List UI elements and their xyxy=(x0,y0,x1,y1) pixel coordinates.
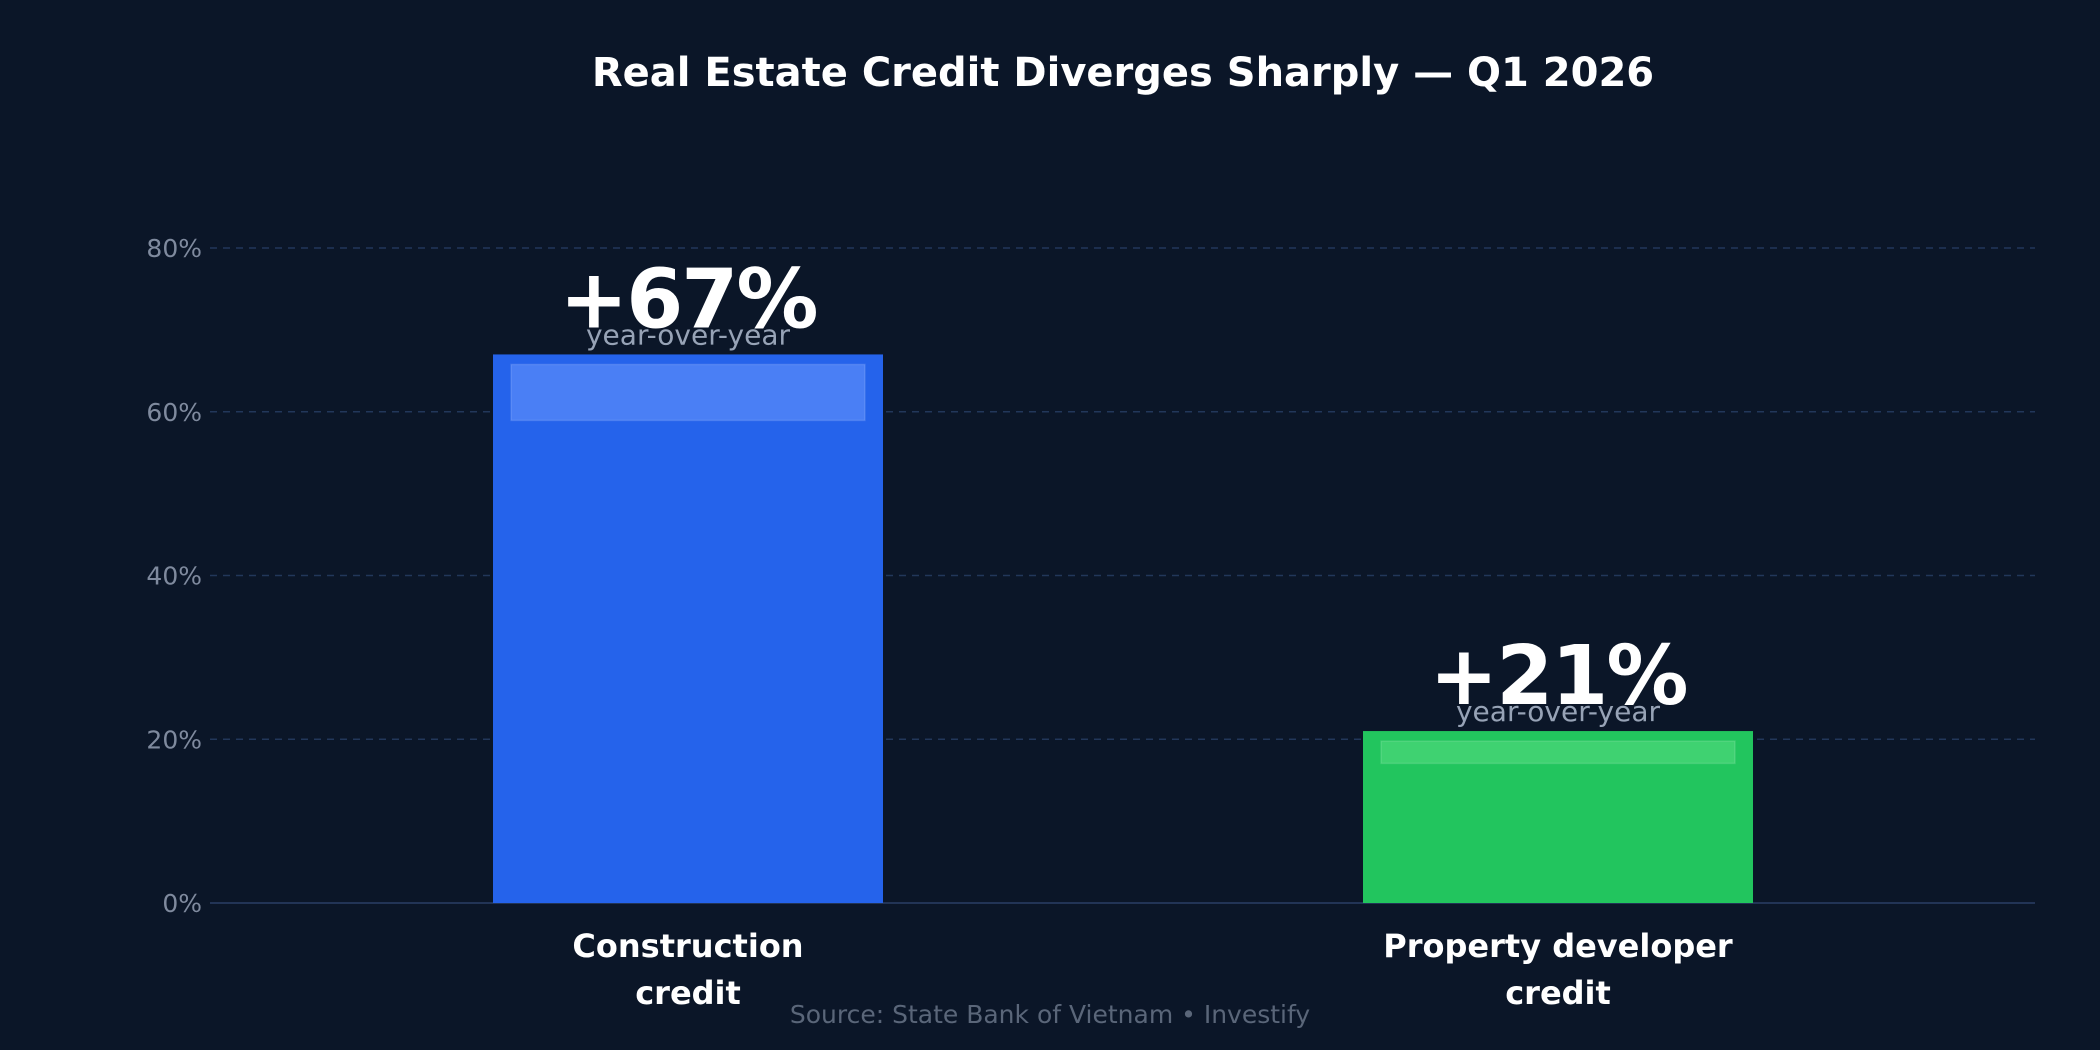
y-tick-label: 80% xyxy=(146,234,202,263)
category-label-1-line-1: Construction xyxy=(572,927,803,965)
y-tick-label: 20% xyxy=(146,725,202,754)
chart-title: Real Estate Credit Diverges Sharply — Q1… xyxy=(592,50,1654,96)
bar-highlight-2 xyxy=(1380,740,1736,765)
bars xyxy=(493,354,1753,903)
value-sublabel-1: year-over-year xyxy=(586,318,791,351)
category-labels: Construction credit Property developer cred… xyxy=(572,927,1733,1012)
value-labels: +67%year-over-year+21%year-over-year xyxy=(560,252,1689,728)
bar-highlight-1 xyxy=(510,363,866,422)
category-label-1-line-2: credit xyxy=(635,974,741,1012)
source-note: Source: State Bank of Vietnam • Investif… xyxy=(790,1000,1311,1029)
y-axis-ticks: 0% 20% 40% 60% 80% xyxy=(146,234,202,918)
bar-1 xyxy=(493,354,883,903)
value-label-1: +67% xyxy=(560,252,817,347)
category-label-2-line-2: credit xyxy=(1505,974,1611,1012)
y-tick-label: 0% xyxy=(162,889,202,918)
y-tick-label: 60% xyxy=(146,398,202,427)
category-label-2-line-1: Property developer xyxy=(1383,927,1733,965)
value-sublabel-2: year-over-year xyxy=(1456,695,1661,728)
value-label-2: +21% xyxy=(1430,629,1687,724)
y-tick-label: 40% xyxy=(146,562,202,591)
